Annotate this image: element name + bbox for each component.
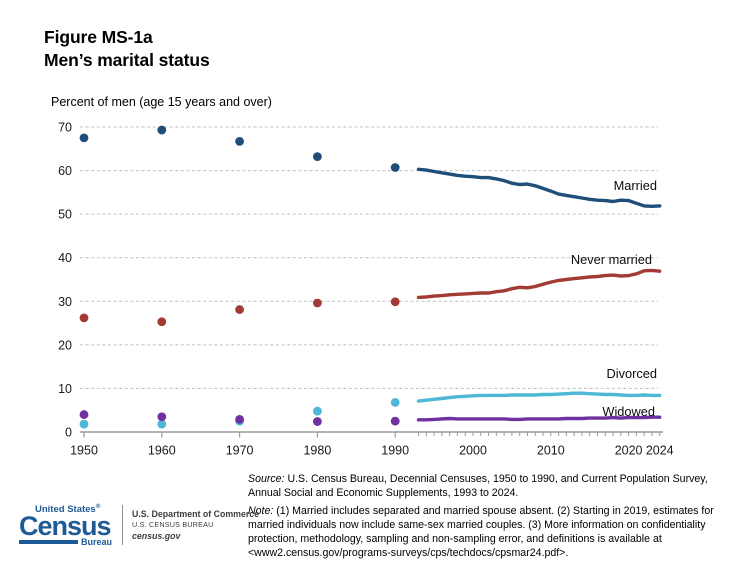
series-line-never-married bbox=[416, 268, 662, 300]
x-tick-label-2010: 2010 bbox=[537, 444, 565, 458]
y-axis-title: Percent of men (age 15 years and over) bbox=[51, 95, 272, 109]
logo-census-text: Census bbox=[19, 510, 112, 541]
series-dot-married-1960 bbox=[157, 125, 167, 135]
logo-underline-row: Bureau bbox=[19, 536, 112, 547]
note-text: (1) Married includes separated and marri… bbox=[248, 505, 714, 560]
census-bureau-logo: United States® Census Bureau bbox=[19, 503, 112, 547]
series-dot-never-married-1990 bbox=[390, 297, 400, 307]
logo-united-states-text: United States® bbox=[35, 503, 101, 515]
series-dot-never-married-1980 bbox=[313, 298, 322, 308]
series-label-widowed: Widowed bbox=[602, 404, 655, 419]
series-label-married: Married bbox=[614, 178, 657, 193]
figure-title-line2: Men’s marital status bbox=[44, 50, 210, 70]
methodology-note: Note: (1) Married includes separated and… bbox=[248, 504, 724, 560]
series-line-married bbox=[416, 167, 662, 209]
series-dot-married-1950 bbox=[79, 133, 89, 143]
department-text-block: U.S. Department of Commerce U.S. CENSUS … bbox=[132, 509, 259, 542]
x-tick-label-1970: 1970 bbox=[226, 444, 254, 458]
logo-bureau-text: Bureau bbox=[80, 536, 112, 547]
y-tick-label-0: 0 bbox=[65, 426, 72, 440]
series-line-divorced bbox=[416, 391, 662, 403]
y-tick-label-10: 10 bbox=[58, 382, 72, 396]
census-bureau-line: U.S. CENSUS BUREAU bbox=[132, 520, 214, 530]
series-label-never-married: Never married bbox=[571, 252, 652, 267]
x-tick-label-1990: 1990 bbox=[381, 444, 409, 458]
series-dot-married-1970 bbox=[235, 136, 245, 146]
y-tick-label-40: 40 bbox=[58, 251, 72, 265]
series-dot-never-married-1970 bbox=[235, 305, 245, 314]
series-dot-widowed-1970 bbox=[235, 414, 245, 424]
x-tick-label-2024: 2024 bbox=[646, 444, 674, 458]
census-gov-line: census.gov bbox=[132, 531, 181, 542]
series-dot-widowed-1950 bbox=[79, 410, 89, 419]
y-tick-label-30: 30 bbox=[58, 295, 72, 309]
y-tick-label-60: 60 bbox=[58, 164, 72, 178]
figure-title-line1: Figure MS-1a bbox=[44, 27, 153, 47]
logo-bar bbox=[19, 540, 78, 545]
y-tick-label-50: 50 bbox=[58, 208, 72, 222]
x-tick-label-1960: 1960 bbox=[148, 444, 176, 458]
source-text: U.S. Census Bureau, Decennial Censuses, … bbox=[248, 473, 708, 500]
x-tick-label-1950: 1950 bbox=[70, 444, 98, 458]
series-dot-widowed-1980 bbox=[313, 417, 322, 426]
census-bureau-footer: United States® Census Bureau U.S. Depart… bbox=[19, 503, 259, 547]
x-tick-label-2020: 2020 bbox=[615, 444, 643, 458]
x-tick-label-2000: 2000 bbox=[459, 444, 487, 458]
source-note: Source: U.S. Census Bureau, Decennial Ce… bbox=[248, 472, 710, 500]
y-tick-label-70: 70 bbox=[58, 121, 72, 135]
note-label: Note: bbox=[248, 505, 274, 517]
series-dot-never-married-1960 bbox=[157, 317, 167, 327]
series-dot-divorced-1960 bbox=[157, 419, 167, 429]
series-dot-married-1990 bbox=[390, 163, 400, 172]
series-dot-never-married-1950 bbox=[79, 313, 89, 323]
dept-commerce-line: U.S. Department of Commerce bbox=[132, 509, 260, 520]
series-dot-married-1980 bbox=[313, 152, 322, 162]
x-tick-label-1980: 1980 bbox=[303, 444, 331, 458]
series-dot-widowed-1990 bbox=[390, 416, 400, 426]
series-dot-divorced-1990 bbox=[390, 397, 400, 407]
series-dot-widowed-1960 bbox=[157, 412, 167, 422]
figure-title: Figure MS-1a Men’s marital status bbox=[44, 26, 210, 72]
series-line-widowed bbox=[416, 415, 662, 422]
registered-mark: ® bbox=[95, 503, 101, 510]
series-dot-divorced-1980 bbox=[313, 406, 322, 416]
source-label: Source: bbox=[248, 473, 285, 485]
series-dot-divorced-1950 bbox=[79, 419, 89, 429]
logo-divider bbox=[122, 505, 123, 546]
series-label-divorced: Divorced bbox=[607, 366, 658, 381]
y-tick-label-20: 20 bbox=[58, 338, 72, 352]
